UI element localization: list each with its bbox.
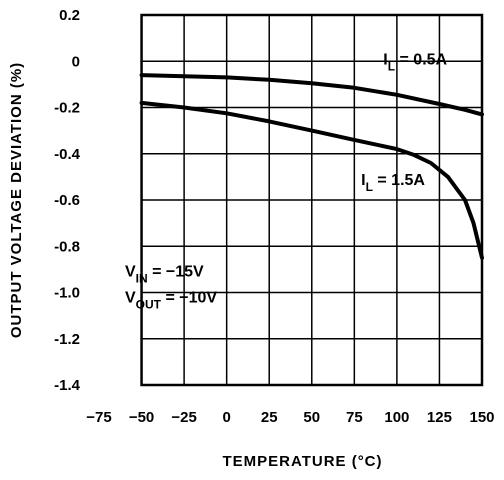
y-tick-label: -0.4 [54,146,81,163]
x-tick-label: 150 [469,409,494,426]
annotations: IL = 0.5A IL = 1.5A VIN = −15V VOUT = −10V [125,52,448,312]
series-line [139,73,484,117]
series [139,73,484,260]
series-line [139,100,484,260]
y-axis-label: OUTPUT VOLTAGE DEVIATION (%) [8,62,25,338]
series-label: IL = 0.5A [383,52,447,74]
x-axis-label: TEMPERATURE (°C) [222,453,382,470]
y-tick-label: -1.0 [54,285,80,302]
x-tick-label: −25 [171,409,196,426]
y-tick-label: 0.2 [59,7,80,24]
grid [141,15,482,385]
condition-label: VOUT = −10V [125,290,217,312]
y-tick-label: -1.4 [54,377,81,394]
x-tick-label: 75 [346,409,363,426]
y-tick-label: -0.8 [54,238,80,255]
y-tick-label: -0.2 [54,100,80,117]
x-tick-label: −75 [86,409,111,426]
x-tick-label: −50 [129,409,154,426]
x-tick-label: 0 [222,409,230,426]
condition-label: VIN = −15V [125,264,204,286]
y-tick-label: 0 [72,53,80,70]
series-label: IL = 1.5A [361,172,425,194]
x-tick-label: 100 [384,409,409,426]
tick-labels: −75 −50 −25 0 25 50 75 100 125 150 0.2 0 -0.2 -0.4 -0.… [54,7,494,426]
x-tick-label: 25 [261,409,278,426]
x-tick-label: 50 [303,409,320,426]
y-tick-label: -0.6 [54,192,80,209]
x-tick-label: 125 [427,409,452,426]
plot-frame [140,13,484,387]
y-tick-label: -1.2 [54,331,80,348]
